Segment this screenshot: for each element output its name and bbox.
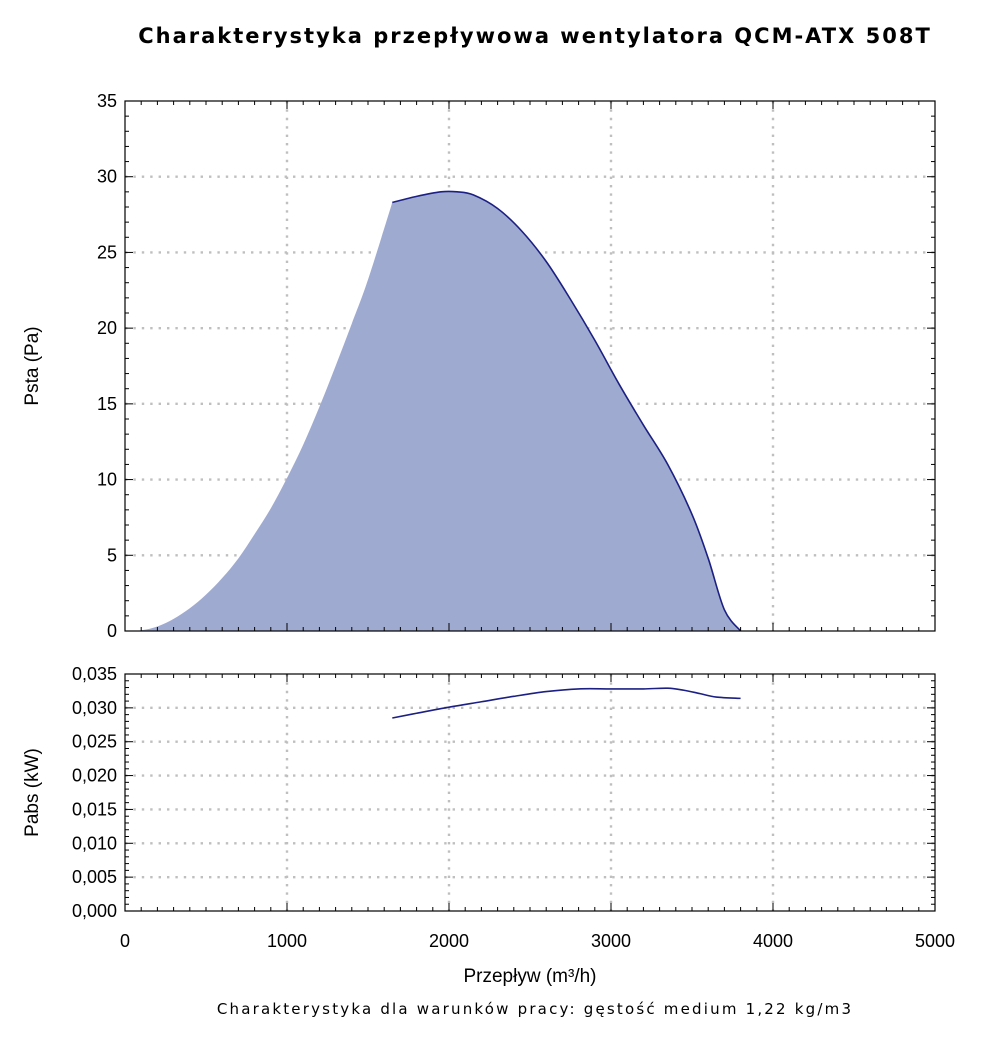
power-plot: 0,000 0,005 0,010 0,015 0,020 0,025 0,030 0,035…: [22, 664, 955, 987]
x-tick-label: 4000: [753, 931, 793, 951]
y-tick-label: 30: [97, 167, 117, 187]
y-tick-label: 0,020: [72, 766, 117, 786]
y-tick-label: 15: [97, 394, 117, 414]
chart-title: Charakterystyka przepływowa wentylatora …: [138, 24, 932, 48]
power-curve: [392, 687, 741, 719]
y-axis-title: Pabs (kW): [22, 748, 43, 837]
y-tick-label: 0,030: [72, 698, 117, 718]
x-tick-label: 3000: [591, 931, 631, 951]
y-tick-label: 0,010: [72, 833, 117, 853]
pressure-curve: [392, 190, 742, 632]
operating-area: [125, 191, 741, 632]
y-axis-title: Psta (Pa): [22, 326, 43, 405]
y-tick-label: 10: [97, 470, 117, 490]
x-axis-title: Przepływ (m³/h): [463, 966, 596, 987]
x-tick-label: 2000: [429, 931, 469, 951]
y-tick-label: 20: [97, 318, 117, 338]
pressure-plot: 0 5 10 15 20 25 30 35 Psta (Pa): [22, 91, 936, 641]
y-tick-label: 0,015: [72, 799, 117, 819]
y-tick-label: 0,035: [72, 664, 117, 684]
y-tick-label: 25: [97, 242, 117, 262]
x-tick-label: 5000: [915, 931, 955, 951]
operating-conditions-note: Charakterystyka dla warunków pracy: gęst…: [216, 1000, 854, 1018]
y-tick-label: 0,000: [72, 901, 117, 921]
y-tick-label: 5: [107, 545, 117, 565]
y-tick-label: 35: [97, 91, 117, 111]
y-tick-label: 0,025: [72, 732, 117, 752]
y-tick-label: 0: [107, 621, 117, 641]
y-tick-label: 0,005: [72, 867, 117, 887]
x-tick-label: 0: [120, 931, 130, 951]
x-tick-label: 1000: [267, 931, 307, 951]
plot-frame: [124, 673, 936, 912]
